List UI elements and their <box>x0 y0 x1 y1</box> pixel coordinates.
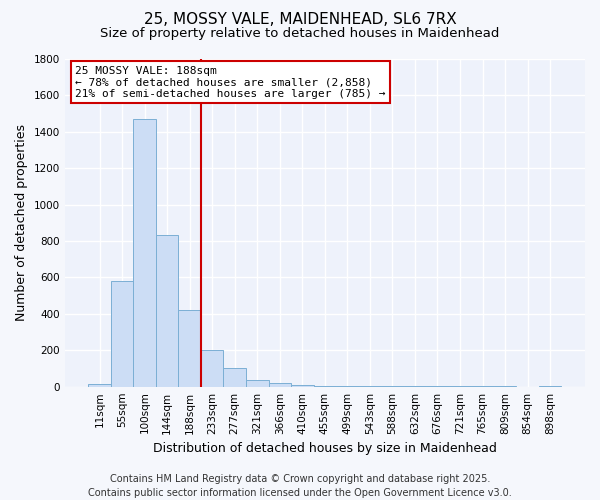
Bar <box>178 310 201 386</box>
Bar <box>291 385 314 386</box>
Bar <box>133 119 156 386</box>
Bar <box>223 368 246 386</box>
Y-axis label: Number of detached properties: Number of detached properties <box>15 124 28 322</box>
Bar <box>156 234 178 386</box>
Text: Contains HM Land Registry data © Crown copyright and database right 2025.
Contai: Contains HM Land Registry data © Crown c… <box>88 474 512 498</box>
Bar <box>269 383 291 386</box>
Bar <box>201 350 223 386</box>
Bar <box>246 380 269 386</box>
Text: 25 MOSSY VALE: 188sqm
← 78% of detached houses are smaller (2,858)
21% of semi-d: 25 MOSSY VALE: 188sqm ← 78% of detached … <box>75 66 386 99</box>
X-axis label: Distribution of detached houses by size in Maidenhead: Distribution of detached houses by size … <box>153 442 497 455</box>
Bar <box>88 384 111 386</box>
Text: 25, MOSSY VALE, MAIDENHEAD, SL6 7RX: 25, MOSSY VALE, MAIDENHEAD, SL6 7RX <box>143 12 457 28</box>
Bar <box>111 281 133 386</box>
Text: Size of property relative to detached houses in Maidenhead: Size of property relative to detached ho… <box>100 28 500 40</box>
